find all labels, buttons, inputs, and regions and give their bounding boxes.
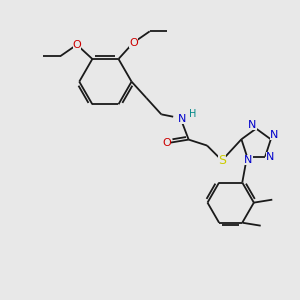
Text: O: O — [129, 38, 138, 48]
Text: N: N — [248, 120, 257, 130]
Text: N: N — [270, 130, 279, 140]
Text: N: N — [266, 152, 275, 162]
Text: N: N — [244, 155, 253, 165]
Text: S: S — [218, 154, 226, 167]
Text: H: H — [189, 109, 196, 119]
Text: O: O — [162, 138, 171, 148]
Text: O: O — [73, 40, 81, 50]
Text: N: N — [178, 114, 186, 124]
